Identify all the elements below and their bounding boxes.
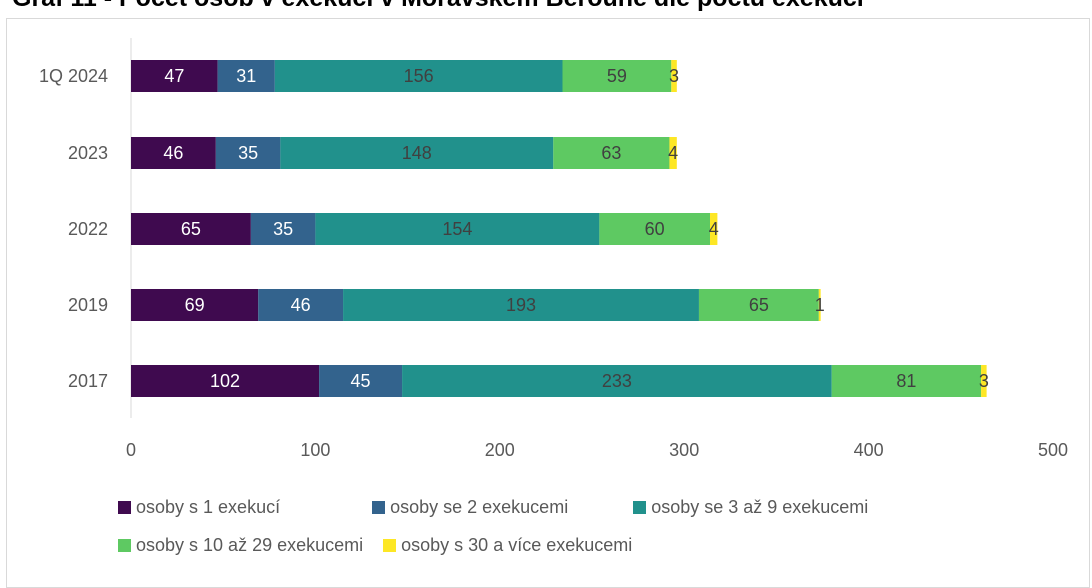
segment-value-label: 60 <box>645 219 665 239</box>
bar-segment <box>131 365 320 397</box>
bar-segment <box>131 60 218 92</box>
value-tick-label: 300 <box>669 440 699 460</box>
bar-segment <box>343 289 699 321</box>
legend-label: osoby s 1 exekucí <box>136 496 281 517</box>
bar-segment <box>553 137 670 169</box>
legend-swatch <box>118 500 131 514</box>
segment-value-label: 154 <box>442 219 472 239</box>
legend-item: osoby se 3 až 9 exekucemi <box>633 497 868 518</box>
bar-segment <box>402 365 832 397</box>
segment-value-label: 148 <box>402 143 432 163</box>
bar-segment <box>710 213 718 245</box>
bar-segment <box>981 365 987 397</box>
bar-segment <box>669 137 677 169</box>
bar-segment <box>562 60 672 92</box>
bar-segment <box>131 289 259 321</box>
bar-segment <box>258 289 344 321</box>
legend-label: osoby s 10 až 29 exekucemi <box>136 534 364 555</box>
segment-value-label: 46 <box>163 143 183 163</box>
value-tick-label: 100 <box>300 440 330 460</box>
segment-value-label: 59 <box>607 66 627 86</box>
bar-segment <box>217 60 275 92</box>
category-tick-label: 2022 <box>68 219 108 239</box>
category-tick-label: 1Q 2024 <box>39 66 108 86</box>
chart-legend: osoby s 1 exekucí osoby se 2 exekucemi oso… <box>118 488 1078 564</box>
value-tick-label: 400 <box>854 440 884 460</box>
bar-segment <box>280 137 554 169</box>
segment-value-label: 31 <box>236 66 256 86</box>
legend-swatch <box>118 538 131 552</box>
segment-value-label: 3 <box>669 66 679 86</box>
legend-swatch <box>372 500 386 514</box>
bar-segment <box>818 289 821 321</box>
bar-segment <box>671 60 677 92</box>
bar-segment <box>250 213 316 245</box>
segment-value-label: 4 <box>668 143 678 163</box>
segment-value-label: 156 <box>404 66 434 86</box>
bar-segment <box>131 137 216 169</box>
segment-value-label: 65 <box>749 295 769 315</box>
bar-segment <box>315 213 600 245</box>
segment-value-label: 69 <box>185 295 205 315</box>
segment-value-label: 47 <box>164 66 184 86</box>
legend-row: osoby s 10 až 29 exekucemi osoby s 30 a v… <box>118 526 1078 564</box>
stacked-bar-chart: 1Q 2024 2023 2022 2019 2017 0 100 200 300 400 500 4… <box>39 38 1068 460</box>
value-tick-label: 0 <box>126 440 136 460</box>
chart-title: Graf 11 - Počet osob v exekuci v Moravsk… <box>0 0 1092 13</box>
segment-value-label: 63 <box>601 143 621 163</box>
segment-value-label: 102 <box>210 371 240 391</box>
segment-value-label: 46 <box>291 295 311 315</box>
segment-value-label: 45 <box>351 371 371 391</box>
segment-value-label: 233 <box>602 371 632 391</box>
legend-row: osoby s 1 exekucí osoby se 2 exekucemi oso… <box>118 488 1078 526</box>
segment-value-label: 35 <box>273 219 293 239</box>
category-tick-label: 2023 <box>68 143 108 163</box>
legend-label: osoby s 30 a více exekucemi <box>401 534 633 555</box>
segment-value-label: 65 <box>181 219 201 239</box>
segment-value-label: 35 <box>238 143 258 163</box>
value-tick-label: 200 <box>485 440 515 460</box>
bar-segment <box>599 213 711 245</box>
bar-segment <box>319 365 403 397</box>
legend-item: osoby s 1 exekucí <box>118 497 280 518</box>
value-tick-label: 500 <box>1038 440 1068 460</box>
segment-value-label: 1 <box>815 295 825 315</box>
bar-segment <box>131 213 251 245</box>
bar-segment <box>274 60 563 92</box>
bar-segment <box>215 137 281 169</box>
legend-label: osoby se 2 exekucemi <box>390 496 569 517</box>
bar-segment <box>831 365 982 397</box>
category-tick-label: 2019 <box>68 295 108 315</box>
bar-segment <box>698 289 819 321</box>
legend-item: osoby se 2 exekucemi <box>372 497 568 518</box>
category-tick-label: 2017 <box>68 371 108 391</box>
segment-value-label: 4 <box>709 219 719 239</box>
segment-value-label: 81 <box>896 371 916 391</box>
legend-swatch <box>383 538 397 552</box>
legend-item: osoby s 30 a více exekucemi <box>383 535 632 556</box>
legend-label: osoby se 3 až 9 exekucemi <box>651 496 869 517</box>
legend-item: osoby s 10 až 29 exekucemi <box>118 535 363 556</box>
segment-value-label: 3 <box>979 371 989 391</box>
segment-value-label: 193 <box>506 295 536 315</box>
legend-swatch <box>633 500 647 514</box>
